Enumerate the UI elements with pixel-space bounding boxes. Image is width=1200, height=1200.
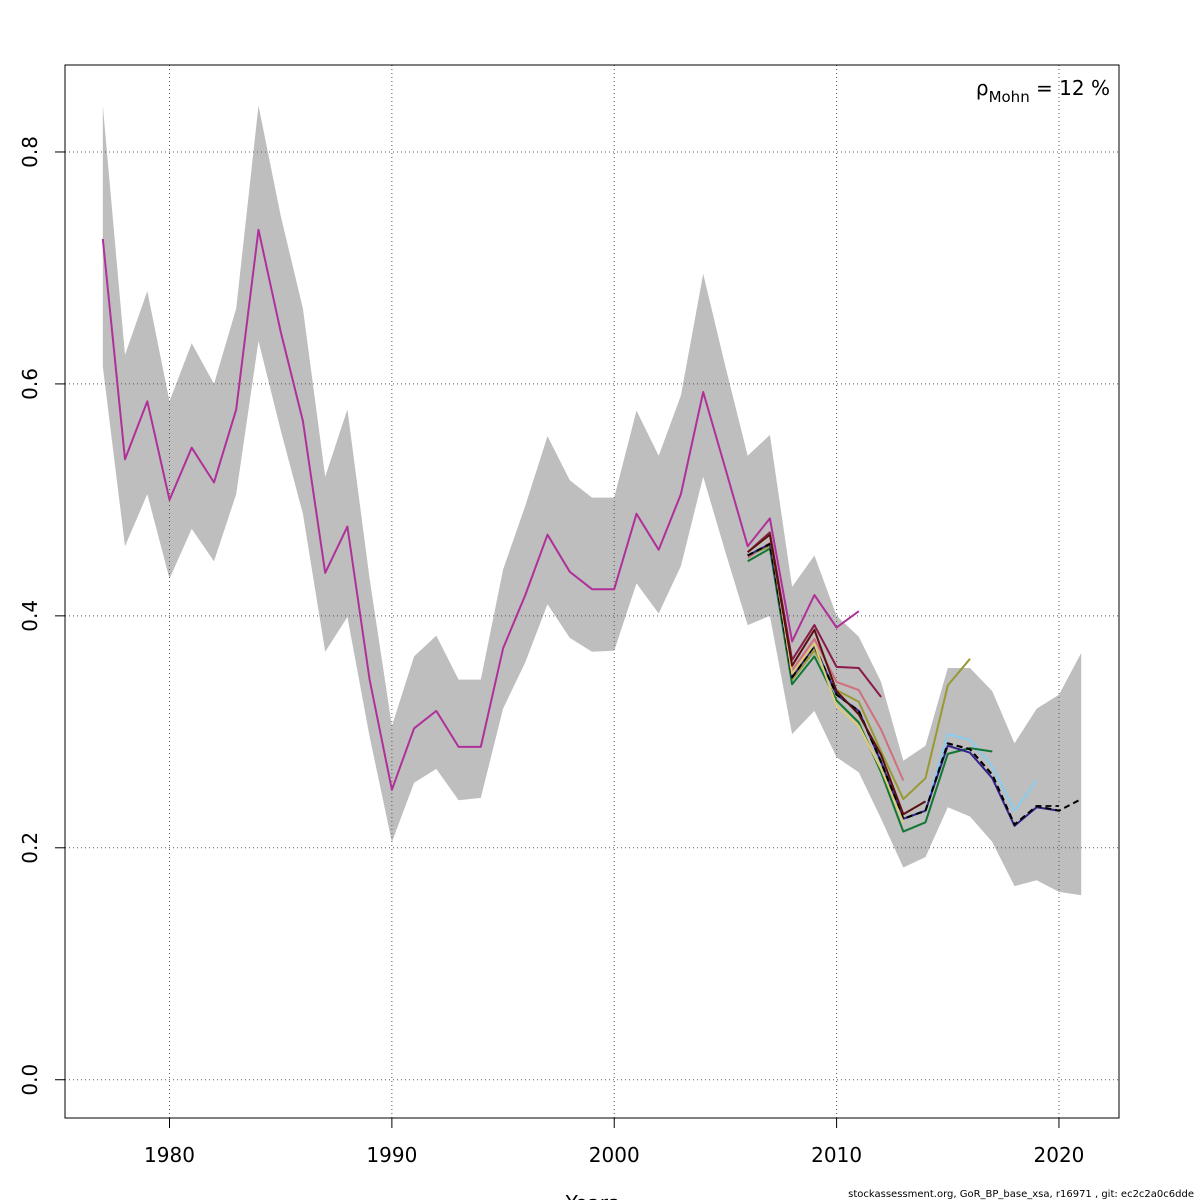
mohn-annotation: ρMohn = 12 % bbox=[976, 76, 1110, 106]
series-line bbox=[747, 531, 882, 698]
x-axis-title: Years bbox=[565, 1191, 619, 1200]
y-tick-label: 0.0 bbox=[18, 1064, 42, 1096]
x-tick-label: 2020 bbox=[1034, 1143, 1085, 1167]
series-layer bbox=[101, 228, 1082, 833]
x-tick-label: 2010 bbox=[811, 1143, 862, 1167]
x-tick-label: 1980 bbox=[144, 1143, 195, 1167]
y-tick-label: 0.2 bbox=[18, 832, 42, 864]
series-line bbox=[747, 533, 926, 816]
plot-frame bbox=[64, 64, 1120, 1119]
series-line bbox=[101, 228, 860, 791]
x-tick-label: 1990 bbox=[366, 1143, 417, 1167]
axis-layer: 1980 1990 2000 2010 2020 0.0 0.2 0.4 0.6 0.8 bbox=[18, 136, 1084, 1167]
y-tick-label: 0.8 bbox=[18, 136, 42, 168]
x-tick-label: 2000 bbox=[589, 1143, 640, 1167]
y-tick-label: 0.4 bbox=[18, 600, 42, 632]
footer-credit: stockassessment.org, GoR_BP_base_xsa, r1… bbox=[848, 1189, 1194, 1200]
y-tick-label: 0.6 bbox=[18, 368, 42, 400]
